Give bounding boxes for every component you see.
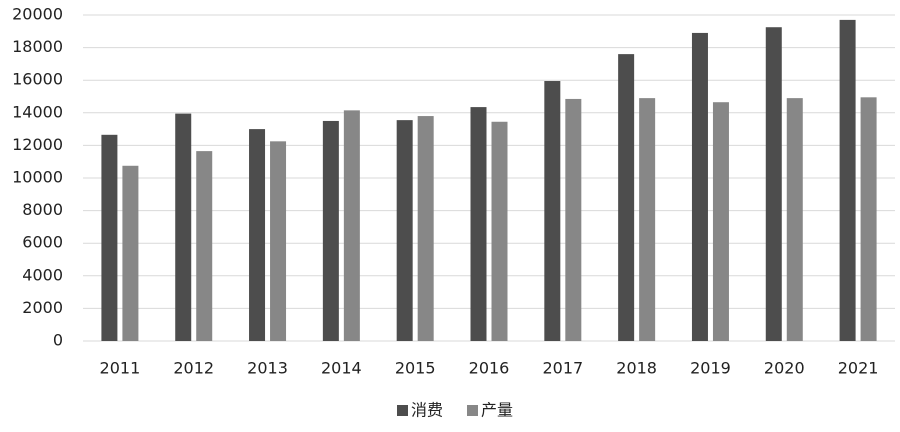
bar <box>618 54 635 342</box>
y-tick-label: 16000 <box>12 70 63 89</box>
legend-label: 消费 <box>411 401 443 420</box>
y-tick-label: 6000 <box>22 233 63 252</box>
x-tick-label: 2015 <box>395 359 436 378</box>
bar <box>470 107 487 341</box>
x-tick-label: 2020 <box>764 359 805 378</box>
y-tick-label: 20000 <box>12 5 63 24</box>
y-tick-label: 0 <box>53 331 63 350</box>
y-tick-label: 14000 <box>12 102 63 121</box>
legend-label: 产量 <box>481 401 513 420</box>
bar <box>196 151 213 341</box>
bar <box>765 27 782 341</box>
y-tick-label: 2000 <box>22 298 63 317</box>
bar <box>860 97 877 341</box>
bar <box>639 98 656 341</box>
bar <box>839 19 856 341</box>
bar <box>396 120 413 341</box>
x-tick-label: 2018 <box>616 359 657 378</box>
bar <box>691 32 708 342</box>
y-tick-label: 8000 <box>22 200 63 219</box>
x-tick-label: 2017 <box>542 359 583 378</box>
bar <box>322 120 339 341</box>
bar <box>122 165 139 341</box>
bar <box>249 129 266 341</box>
bar <box>544 81 561 341</box>
x-tick-label: 2011 <box>100 359 141 378</box>
x-tick-label: 2014 <box>321 359 362 378</box>
bar <box>417 116 434 341</box>
y-tick-label: 4000 <box>22 265 63 284</box>
x-tick-label: 2019 <box>690 359 731 378</box>
bar <box>343 110 360 341</box>
bar <box>786 98 803 341</box>
bar <box>491 121 508 341</box>
bar <box>565 98 582 341</box>
y-tick-label: 12000 <box>12 135 63 154</box>
x-tick-label: 2016 <box>469 359 510 378</box>
bar <box>712 102 729 341</box>
legend-swatch <box>467 405 478 416</box>
bar <box>175 113 192 342</box>
y-tick-label: 10000 <box>12 168 63 187</box>
x-tick-label: 2021 <box>838 359 879 378</box>
bar <box>101 134 118 341</box>
legend-swatch <box>397 405 408 416</box>
y-tick-label: 18000 <box>12 37 63 56</box>
bar <box>270 141 287 341</box>
x-tick-label: 2012 <box>173 359 214 378</box>
x-tick-label: 2013 <box>247 359 288 378</box>
